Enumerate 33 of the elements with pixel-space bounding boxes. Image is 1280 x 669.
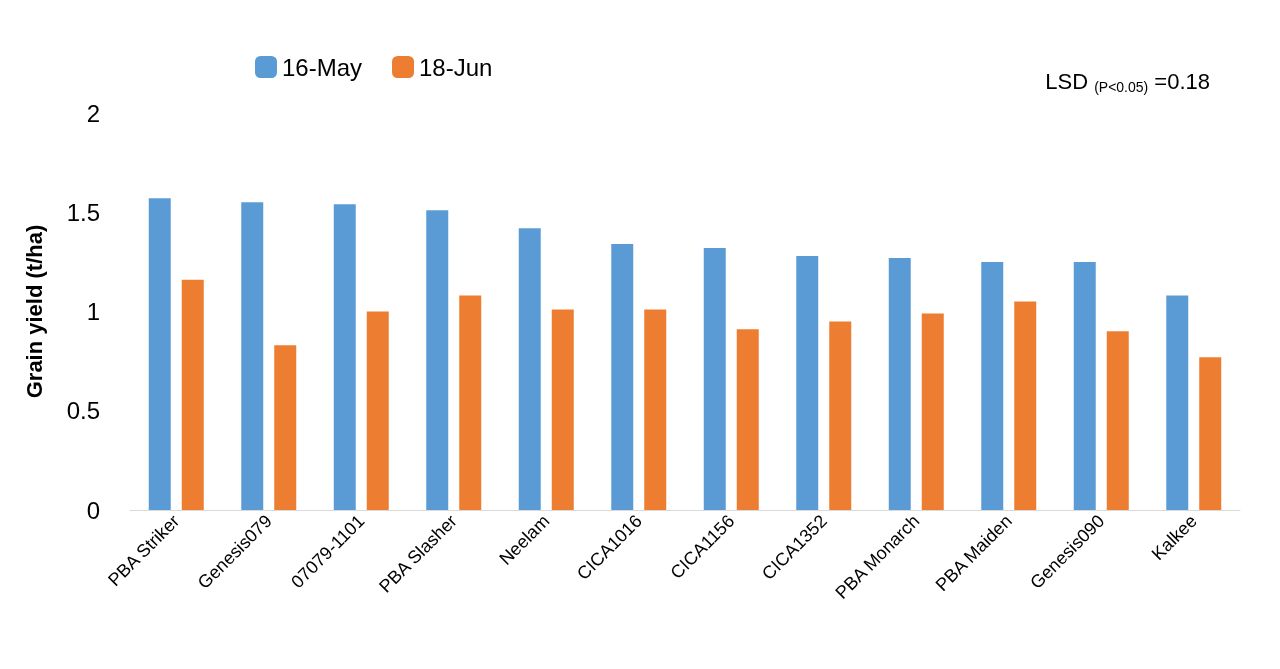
bar xyxy=(921,313,944,510)
y-tick-label: 0 xyxy=(86,496,100,524)
bar xyxy=(611,244,634,510)
y-tick-label: 1 xyxy=(86,298,100,325)
bar xyxy=(1014,301,1037,510)
bar xyxy=(274,345,297,510)
bar xyxy=(1166,295,1189,510)
bar xyxy=(1073,261,1096,510)
bar xyxy=(333,204,356,510)
y-axis-title: Grain yield (t/ha) xyxy=(21,224,47,399)
bar xyxy=(1106,331,1129,510)
legend-label: 18-Jun xyxy=(419,53,493,81)
bar xyxy=(426,210,449,510)
bar xyxy=(736,329,759,510)
bar xyxy=(181,279,204,510)
legend-label: 16-May xyxy=(282,53,363,81)
bar xyxy=(888,257,911,510)
bar xyxy=(241,202,264,510)
bar xyxy=(551,309,574,510)
bar xyxy=(148,198,171,510)
bar xyxy=(1199,357,1222,510)
bar xyxy=(981,261,1004,510)
y-tick-label: 2 xyxy=(86,99,100,127)
bar xyxy=(644,309,667,510)
y-tick-label: 0.5 xyxy=(66,397,100,425)
bar xyxy=(829,321,852,510)
bar xyxy=(366,311,389,510)
y-tick-label: 1.5 xyxy=(66,198,100,226)
bar xyxy=(796,255,819,510)
bar xyxy=(459,295,482,510)
text: LSD (P<0.05) =0.18 xyxy=(1045,68,1210,95)
bar xyxy=(703,247,726,510)
bar xyxy=(518,228,541,510)
